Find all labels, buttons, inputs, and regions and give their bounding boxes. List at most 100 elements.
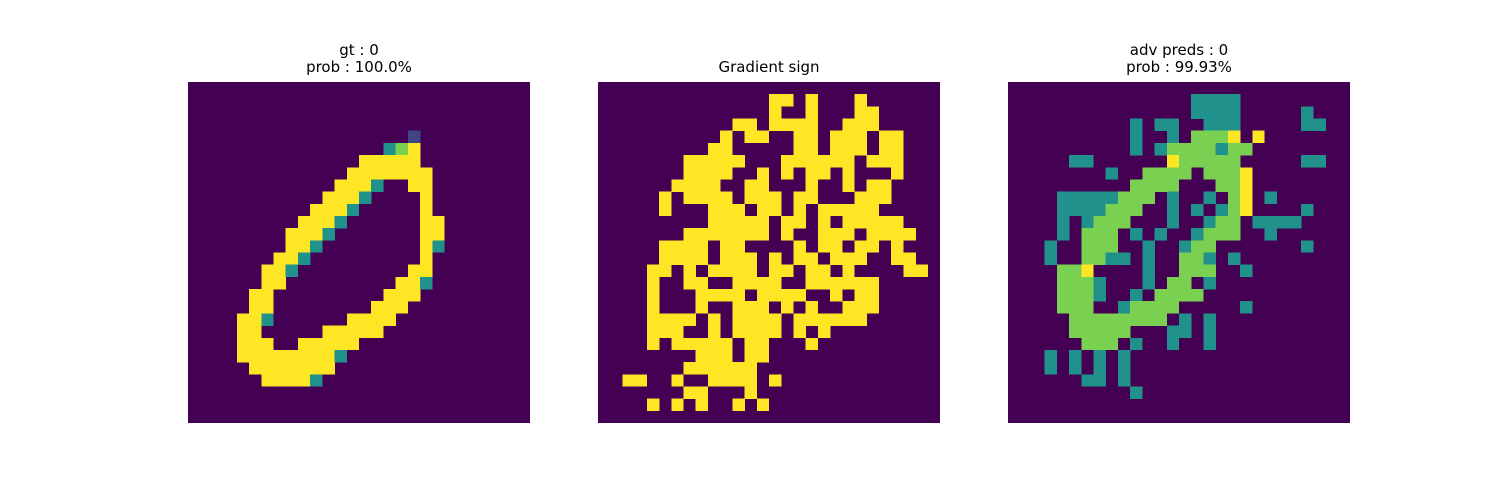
- heatmap-cell: [842, 142, 855, 156]
- heatmap-cell: [854, 130, 867, 144]
- heatmap-cell: [866, 228, 880, 241]
- heatmap-cell: [695, 398, 709, 412]
- heatmap-cell: [842, 264, 855, 278]
- heatmap-cell: [249, 313, 262, 326]
- heatmap-cell: [395, 142, 409, 156]
- heatmap-cell: [1227, 142, 1241, 156]
- heatmap-cell: [1130, 301, 1143, 314]
- heatmap-cell: [854, 313, 867, 326]
- heatmap-cell: [1056, 191, 1070, 205]
- heatmap-cell: [805, 118, 819, 131]
- heatmap-cell: [659, 191, 672, 205]
- heatmap-cell: [1154, 289, 1168, 302]
- heatmap-cell: [346, 167, 360, 180]
- panel-2-title: Gradient sign: [598, 59, 940, 76]
- heatmap-cell: [1105, 191, 1119, 205]
- heatmap-cell: [1227, 252, 1241, 265]
- heatmap-cell: [1240, 167, 1253, 180]
- heatmap-cell: [805, 94, 819, 107]
- heatmap-cell: [1215, 118, 1229, 131]
- heatmap-cell: [817, 264, 831, 278]
- heatmap-cell: [1093, 362, 1106, 375]
- heatmap-cell: [383, 301, 396, 314]
- heatmap-cell: [720, 374, 733, 387]
- heatmap-cell: [1227, 118, 1241, 131]
- heatmap-cell: [646, 301, 660, 314]
- heatmap-cell: [842, 155, 855, 168]
- heatmap-cell: [878, 191, 892, 205]
- heatmap-cell: [420, 167, 433, 180]
- heatmap-cell: [395, 155, 409, 168]
- heatmap-cell: [1130, 289, 1143, 302]
- heatmap-cell: [1154, 301, 1168, 314]
- heatmap-cell: [683, 362, 696, 375]
- heatmap-cell: [744, 362, 758, 375]
- gradient-sign-canvas: [598, 82, 940, 423]
- heatmap-cell: [1227, 215, 1241, 229]
- heatmap-cell: [1179, 252, 1192, 265]
- heatmap-cell: [395, 276, 409, 290]
- heatmap-cell: [1166, 289, 1180, 302]
- heatmap-cell: [720, 252, 733, 265]
- heatmap-cell: [781, 264, 794, 278]
- heatmap-cell: [236, 349, 250, 363]
- heatmap-cell: [297, 215, 311, 229]
- heatmap-cell: [273, 374, 286, 387]
- heatmap-cell: [817, 203, 831, 217]
- heatmap-cell: [1166, 167, 1180, 180]
- heatmap-cell: [371, 179, 384, 192]
- heatmap-cell: [1203, 240, 1216, 253]
- heatmap-cell: [732, 118, 745, 131]
- heatmap-cell: [1191, 240, 1204, 253]
- heatmap-cell: [1166, 215, 1180, 229]
- heatmap-cell: [720, 349, 733, 363]
- heatmap-cell: [1130, 191, 1143, 205]
- heatmap-cell: [1056, 203, 1070, 217]
- heatmap-cell: [407, 276, 421, 290]
- heatmap-cell: [273, 362, 286, 375]
- heatmap-cell: [1142, 252, 1155, 265]
- heatmap-cell: [420, 252, 433, 265]
- heatmap-cell: [297, 362, 311, 375]
- heatmap-cell: [720, 155, 733, 168]
- heatmap-cell: [817, 276, 831, 290]
- heatmap-cell: [310, 362, 323, 375]
- heatmap-cell: [805, 301, 819, 314]
- heatmap-cell: [720, 264, 733, 278]
- heatmap-cell: [793, 289, 806, 302]
- heatmap-cell: [1215, 179, 1229, 192]
- heatmap-cell: [1240, 142, 1253, 156]
- heatmap-cell: [1056, 215, 1070, 229]
- heatmap-cell: [1093, 325, 1106, 338]
- heatmap-cell: [646, 289, 660, 302]
- heatmap-cell: [1264, 191, 1277, 205]
- heatmap-cell: [1130, 386, 1143, 399]
- heatmap-cell: [707, 337, 721, 351]
- heatmap-cell: [756, 325, 770, 338]
- heatmap-cell: [671, 337, 684, 351]
- heatmap-cell: [310, 374, 323, 387]
- heatmap-cell: [842, 228, 855, 241]
- heatmap-cell: [707, 203, 721, 217]
- heatmap-cell: [866, 191, 880, 205]
- heatmap-cell: [334, 203, 348, 217]
- heatmap-cell: [793, 313, 806, 326]
- heatmap-cell: [407, 179, 421, 192]
- heatmap-cell: [1093, 203, 1106, 217]
- heatmap-cell: [671, 313, 684, 326]
- heatmap-cell: [1203, 118, 1216, 131]
- heatmap-cell: [1117, 362, 1131, 375]
- heatmap-cell: [1044, 252, 1058, 265]
- heatmap-cell: [1069, 203, 1082, 217]
- heatmap-cell: [1191, 203, 1204, 217]
- heatmap-cell: [756, 228, 770, 241]
- heatmap-cell: [1179, 313, 1192, 326]
- heatmap-cell: [683, 228, 696, 241]
- heatmap-cell: [407, 289, 421, 302]
- heatmap-cell: [420, 276, 433, 290]
- heatmap-cell: [1142, 179, 1155, 192]
- heatmap-cell: [359, 191, 372, 205]
- heatmap-cell: [285, 252, 299, 265]
- heatmap-cell: [261, 362, 274, 375]
- heatmap-cell: [420, 203, 433, 217]
